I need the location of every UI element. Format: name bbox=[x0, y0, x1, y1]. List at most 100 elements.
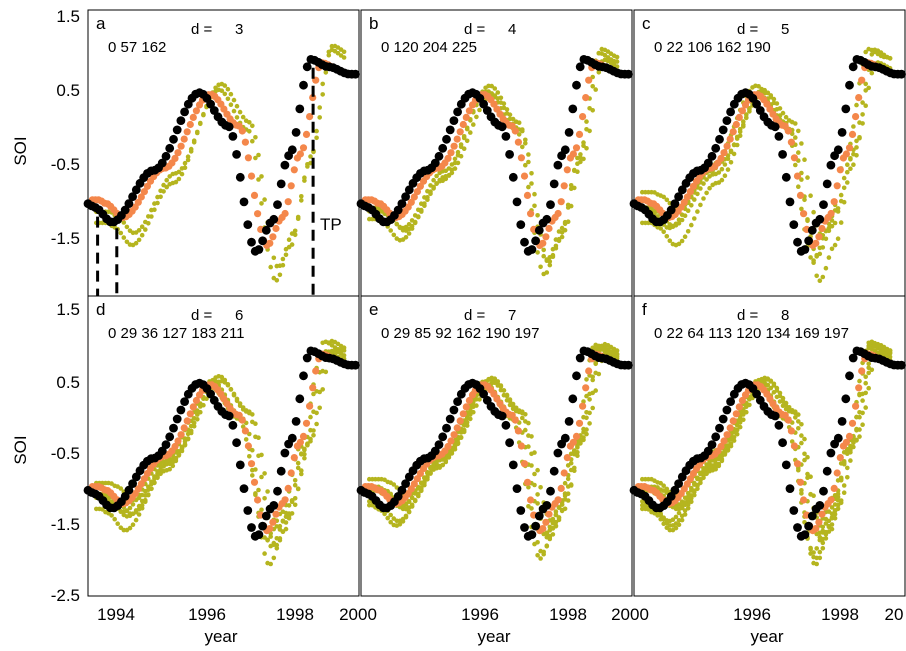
orange-point bbox=[134, 198, 142, 206]
x-axis-label: year bbox=[204, 627, 237, 646]
black-point bbox=[845, 80, 854, 90]
orange-point bbox=[250, 478, 259, 486]
olive-point bbox=[771, 390, 777, 395]
black-point bbox=[568, 394, 578, 404]
olive-point bbox=[277, 263, 283, 269]
olive-point bbox=[268, 264, 274, 270]
orange-point bbox=[738, 396, 747, 405]
olive-point bbox=[185, 436, 191, 442]
olive-point bbox=[311, 409, 316, 415]
olive-point bbox=[283, 246, 289, 252]
olive-point bbox=[823, 265, 829, 271]
orange-point bbox=[238, 416, 246, 424]
olive-point bbox=[143, 219, 148, 225]
olive-point bbox=[553, 245, 559, 251]
black-point bbox=[815, 501, 825, 510]
black-point bbox=[520, 237, 529, 247]
olive-point bbox=[731, 142, 737, 148]
olive-point bbox=[841, 490, 847, 496]
olive-point bbox=[805, 217, 810, 222]
olive-point bbox=[397, 225, 403, 231]
olive-point bbox=[118, 230, 124, 236]
olive-point bbox=[529, 181, 534, 186]
olive-point bbox=[179, 166, 185, 171]
olive-point bbox=[572, 451, 577, 457]
panel-letter: c bbox=[642, 14, 651, 33]
olive-point bbox=[253, 155, 258, 161]
olive-point bbox=[495, 90, 501, 95]
black-point bbox=[770, 411, 780, 421]
orange-point bbox=[183, 417, 191, 425]
olive-point bbox=[789, 409, 795, 415]
orange-point bbox=[582, 384, 590, 392]
x-tick-label: 1996 bbox=[733, 605, 771, 624]
olive-point bbox=[701, 475, 706, 481]
olive-point bbox=[477, 397, 482, 402]
black-point bbox=[235, 460, 245, 470]
orange-point bbox=[827, 209, 835, 218]
olive-point bbox=[845, 465, 850, 471]
olive-point bbox=[673, 514, 679, 520]
olive-point bbox=[584, 377, 589, 382]
olive-point bbox=[535, 501, 540, 506]
black-point bbox=[822, 179, 832, 189]
olive-point bbox=[676, 221, 682, 226]
black-point bbox=[302, 353, 312, 363]
panel-b: b d = 4 0 120 204 225 bbox=[356, 9, 633, 297]
black-point bbox=[520, 523, 529, 532]
orange-point bbox=[186, 120, 194, 129]
olive-point bbox=[504, 111, 510, 116]
black-point bbox=[269, 501, 279, 510]
olive-point bbox=[280, 256, 286, 262]
black-point bbox=[120, 205, 130, 215]
black-point bbox=[434, 440, 444, 449]
orange-point bbox=[250, 191, 259, 199]
olive-point bbox=[796, 128, 801, 134]
olive-point bbox=[461, 146, 467, 151]
olive-point bbox=[422, 475, 427, 480]
olive-point bbox=[146, 484, 151, 490]
olive-point bbox=[808, 551, 813, 556]
black-point bbox=[703, 446, 713, 456]
black-point bbox=[770, 122, 780, 132]
olive-point bbox=[443, 458, 449, 464]
olive-point bbox=[695, 486, 700, 492]
orange-point bbox=[793, 460, 802, 468]
olive-point bbox=[799, 433, 804, 438]
olive-point bbox=[538, 556, 543, 561]
orange-point bbox=[735, 403, 743, 411]
orange-point bbox=[579, 113, 587, 121]
olive-point bbox=[661, 521, 666, 526]
olive-point bbox=[590, 108, 595, 113]
olive-point bbox=[256, 152, 261, 158]
olive-point bbox=[458, 142, 464, 147]
black-point bbox=[718, 414, 728, 424]
olive-point bbox=[796, 412, 801, 417]
olive-point bbox=[434, 181, 439, 186]
orange-point bbox=[569, 438, 578, 446]
olive-point bbox=[826, 524, 832, 529]
panel-d: d d = 60 29 36 127 183 211 bbox=[83, 295, 360, 597]
black-point bbox=[575, 353, 585, 363]
olive-point bbox=[866, 85, 871, 91]
olive-point bbox=[240, 114, 246, 120]
black-point bbox=[401, 192, 410, 202]
orange-point bbox=[520, 460, 529, 468]
olive-point bbox=[565, 491, 571, 497]
orange-point bbox=[836, 454, 844, 462]
y-tick-label: -1.5 bbox=[51, 229, 80, 248]
orange-point bbox=[523, 478, 532, 486]
olive-point bbox=[793, 415, 798, 420]
olive-point bbox=[848, 156, 853, 161]
x-tick-label: 1998 bbox=[821, 605, 859, 624]
black-point bbox=[128, 479, 138, 488]
orange-point bbox=[796, 478, 805, 486]
olive-point bbox=[299, 452, 304, 457]
olive-point bbox=[614, 59, 620, 64]
olive-point bbox=[253, 492, 258, 498]
olive-point bbox=[689, 499, 694, 505]
olive-point bbox=[777, 106, 783, 111]
olive-point bbox=[835, 236, 841, 241]
olive-point bbox=[516, 409, 522, 415]
olive-point bbox=[728, 160, 734, 165]
